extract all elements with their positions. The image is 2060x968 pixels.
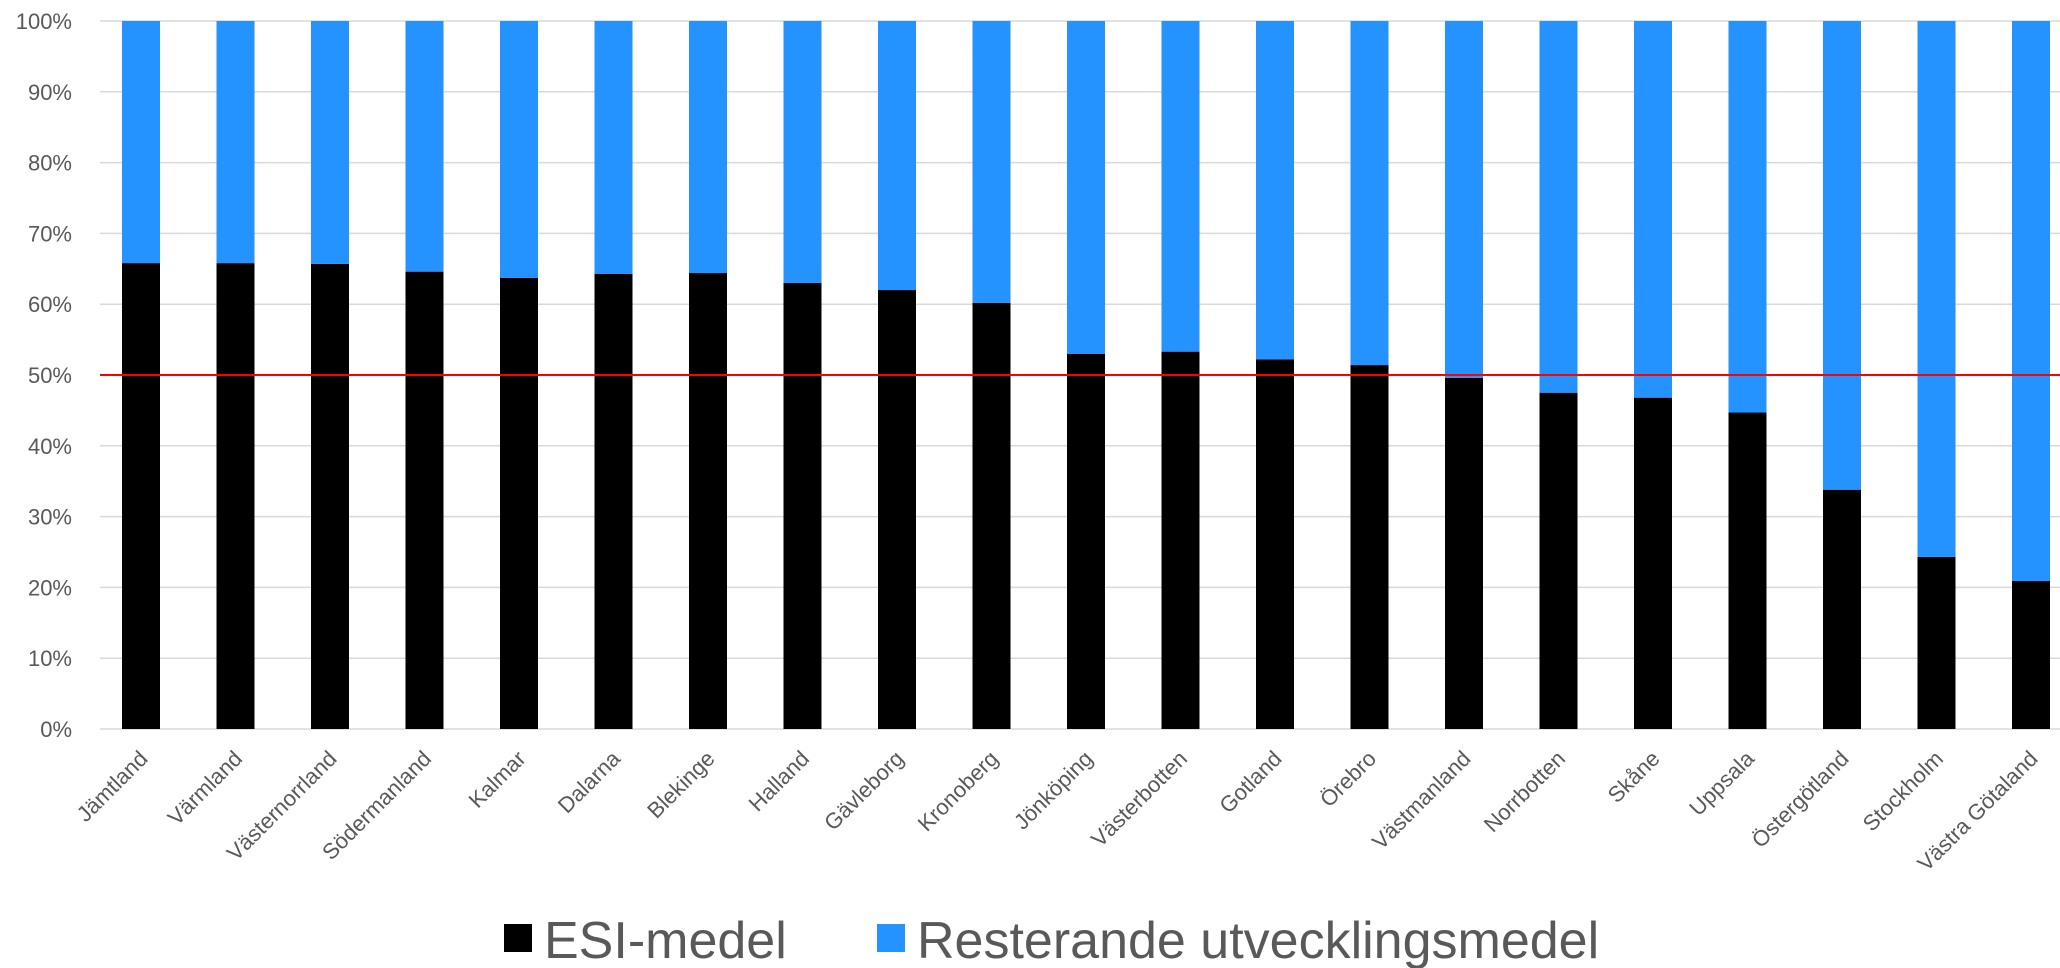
- x-tick-label: Gävleborg: [819, 746, 908, 835]
- legend-swatch: [504, 924, 532, 952]
- y-tick-label: 30%: [28, 505, 72, 530]
- bar-resterande-utvecklingsmedel: [1539, 21, 1578, 393]
- y-tick-label: 50%: [28, 363, 72, 388]
- bar-esi-medel: [1917, 556, 1956, 729]
- bar-esi-medel: [1067, 353, 1105, 729]
- x-tick-label: Norrbotten: [1479, 746, 1570, 837]
- bar-resterande-utvecklingsmedel: [2012, 21, 2050, 582]
- x-tick-label: Jämtland: [72, 746, 153, 827]
- x-tick-label: Östergötland: [1747, 746, 1854, 853]
- bar-esi-medel: [1728, 412, 1767, 729]
- bar-resterande-utvecklingsmedel: [878, 21, 916, 291]
- bar-esi-medel: [405, 271, 444, 729]
- bar-resterande-utvecklingsmedel: [1634, 21, 1672, 398]
- y-tick-label: 20%: [28, 575, 72, 600]
- x-tick-label: Skåne: [1603, 746, 1665, 808]
- x-tick-label: Kalmar: [464, 746, 531, 813]
- bar-resterande-utvecklingsmedel: [1161, 21, 1200, 352]
- bar-resterande-utvecklingsmedel: [216, 21, 255, 264]
- bar-esi-medel: [1823, 489, 1861, 729]
- legend: ESI-medel Resterande utvecklingsmedel: [504, 912, 1599, 968]
- legend-label: ESI-medel: [544, 912, 787, 968]
- bar-esi-medel: [1161, 351, 1200, 729]
- bar-resterande-utvecklingsmedel: [1823, 21, 1861, 490]
- y-tick-label: 0%: [40, 717, 72, 742]
- bar-esi-medel: [1256, 359, 1294, 729]
- bar-resterande-utvecklingsmedel: [783, 21, 822, 283]
- x-tick-label: Västerbotten: [1086, 746, 1192, 852]
- bar-esi-medel: [1634, 397, 1672, 729]
- bar-esi-medel: [311, 263, 349, 729]
- bar-esi-medel: [122, 263, 160, 729]
- bar-resterande-utvecklingsmedel: [1728, 21, 1767, 413]
- y-tick-label: 10%: [28, 646, 72, 671]
- x-tick-label: Uppsala: [1684, 745, 1759, 820]
- x-tick-label: Halland: [744, 746, 814, 816]
- x-tick-label: Stockholm: [1858, 746, 1948, 836]
- bar-esi-medel: [689, 273, 727, 729]
- bar-esi-medel: [216, 263, 255, 729]
- x-tick-label: Blekinge: [642, 746, 719, 823]
- bar-esi-medel: [1539, 392, 1578, 729]
- legend-swatch: [877, 924, 905, 952]
- bar-esi-medel: [972, 302, 1011, 729]
- bar-resterande-utvecklingsmedel: [405, 21, 444, 272]
- x-tick-label: Gotland: [1214, 746, 1286, 818]
- bar-resterande-utvecklingsmedel: [594, 21, 633, 274]
- bar-esi-medel: [1445, 377, 1483, 729]
- y-tick-label: 100%: [16, 9, 72, 34]
- y-tick-label: 70%: [28, 221, 72, 246]
- bar-resterande-utvecklingsmedel: [1067, 21, 1105, 354]
- bar-esi-medel: [500, 278, 538, 729]
- y-axis-tick-labels: 0% 10% 20% 30% 40% 50% 60% 70% 80% 90% 100%: [16, 9, 72, 742]
- x-axis-tick-labels: Jämtland VärmlandVästernorrlandSödermanla…: [72, 745, 2043, 876]
- x-tick-label: Kronoberg: [913, 746, 1003, 836]
- y-tick-label: 60%: [28, 292, 72, 317]
- bar-resterande-utvecklingsmedel: [1256, 21, 1294, 360]
- x-tick-label: Värmland: [163, 746, 247, 830]
- bar-resterande-utvecklingsmedel: [1350, 21, 1389, 366]
- legend-label: Resterande utvecklingsmedel: [917, 912, 1599, 968]
- bar-esi-medel: [2012, 581, 2050, 729]
- bar-resterande-utvecklingsmedel: [972, 21, 1011, 303]
- x-tick-label: Örebro: [1315, 746, 1381, 812]
- bars: [122, 21, 2050, 729]
- bar-resterande-utvecklingsmedel: [689, 21, 727, 274]
- bar-resterande-utvecklingsmedel: [1445, 21, 1483, 378]
- y-tick-label: 90%: [28, 80, 72, 105]
- bar-resterande-utvecklingsmedel: [1917, 21, 1956, 557]
- bar-esi-medel: [1350, 365, 1389, 729]
- bar-resterande-utvecklingsmedel: [311, 21, 349, 264]
- bar-resterande-utvecklingsmedel: [500, 21, 538, 279]
- bar-resterande-utvecklingsmedel: [122, 21, 160, 264]
- bar-esi-medel: [594, 273, 633, 729]
- y-tick-label: 80%: [28, 151, 72, 176]
- bar-esi-medel: [783, 282, 822, 729]
- x-tick-label: Dalarna: [553, 745, 626, 818]
- x-tick-label: Västmanland: [1367, 746, 1475, 854]
- bar-esi-medel: [878, 290, 916, 729]
- y-tick-label: 40%: [28, 434, 72, 459]
- x-tick-label: Jönköping: [1009, 746, 1098, 835]
